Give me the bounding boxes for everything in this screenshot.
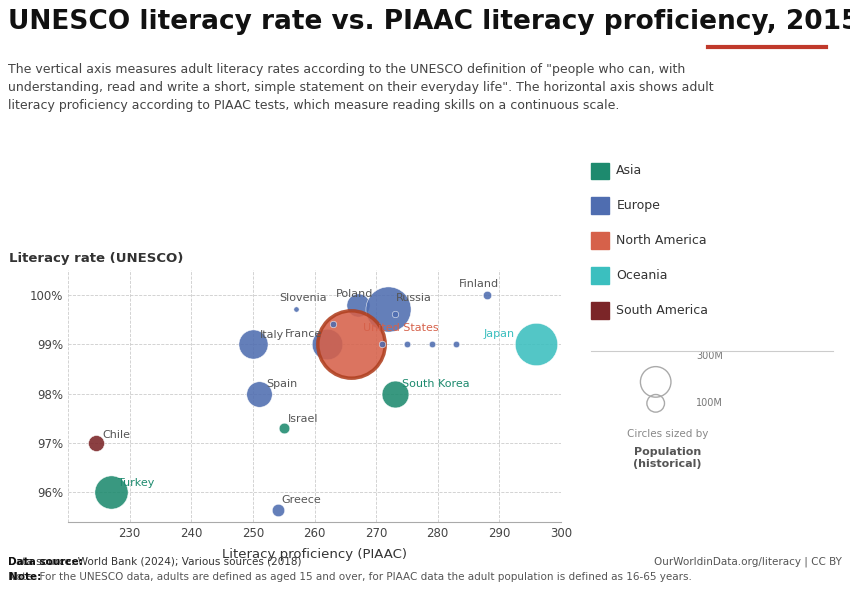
Point [289, 304, 303, 313]
X-axis label: Literacy proficiency (PIAAC): Literacy proficiency (PIAAC) [222, 548, 407, 561]
Text: The vertical axis measures adult literacy rates according to the UNESCO definiti: The vertical axis measures adult literac… [8, 63, 714, 112]
Text: Our World: Our World [737, 16, 796, 25]
Text: North America: North America [616, 234, 707, 247]
Text: Finland: Finland [459, 279, 500, 289]
Text: Poland: Poland [336, 289, 373, 299]
Text: 300M: 300M [696, 352, 723, 361]
Text: Data source:: Data source: [8, 557, 83, 567]
Point [388, 389, 401, 398]
Text: OurWorldinData.org/literacy | CC BY: OurWorldinData.org/literacy | CC BY [654, 557, 842, 567]
Text: Japan: Japan [484, 329, 515, 338]
Text: Turkey: Turkey [118, 478, 155, 488]
Point [105, 488, 118, 497]
Text: Circles sized by: Circles sized by [626, 429, 708, 439]
Point [326, 320, 340, 329]
Point [382, 304, 395, 313]
Text: Europe: Europe [616, 199, 660, 212]
Point [344, 340, 358, 349]
Point [320, 340, 333, 349]
Text: South America: South America [616, 304, 708, 317]
Text: United States: United States [363, 323, 439, 333]
Point [400, 340, 414, 349]
Text: Data source: World Bank (2024); Various sources (2018): Data source: World Bank (2024); Various … [8, 557, 302, 567]
Text: UNESCO literacy rate vs. PIAAC literacy proficiency, 2015: UNESCO literacy rate vs. PIAAC literacy … [8, 9, 850, 35]
Point [388, 310, 401, 319]
Point [277, 424, 291, 433]
Text: Greece: Greece [281, 496, 321, 505]
Point [351, 300, 365, 310]
Text: Slovenia: Slovenia [280, 293, 327, 303]
Text: Oceania: Oceania [616, 269, 668, 282]
Text: Israel: Israel [288, 414, 319, 424]
Point [270, 505, 284, 514]
Point [252, 389, 266, 398]
Point [480, 290, 494, 299]
Text: Asia: Asia [616, 164, 643, 178]
Text: Chile: Chile [103, 430, 131, 440]
Point [530, 340, 543, 349]
Point [89, 438, 103, 448]
Point [246, 340, 260, 349]
Point [649, 398, 662, 408]
Text: Note:: Note: [8, 572, 41, 582]
Point [376, 340, 389, 349]
Text: South Korea: South Korea [401, 379, 469, 389]
Text: Note: For the UNESCO data, adults are defined as aged 15 and over, for PIAAC dat: Note: For the UNESCO data, adults are de… [8, 572, 693, 582]
Text: Literacy rate (UNESCO): Literacy rate (UNESCO) [8, 252, 184, 265]
Text: 100M: 100M [696, 398, 723, 409]
Text: in Data: in Data [746, 32, 788, 41]
Text: Italy: Italy [260, 330, 284, 340]
Text: Population
(historical): Population (historical) [633, 447, 701, 469]
Point [649, 377, 662, 386]
Point [450, 340, 463, 349]
Point [425, 340, 439, 349]
Text: France: France [285, 329, 322, 338]
Text: Russia: Russia [395, 293, 431, 303]
Text: Spain: Spain [266, 379, 298, 389]
